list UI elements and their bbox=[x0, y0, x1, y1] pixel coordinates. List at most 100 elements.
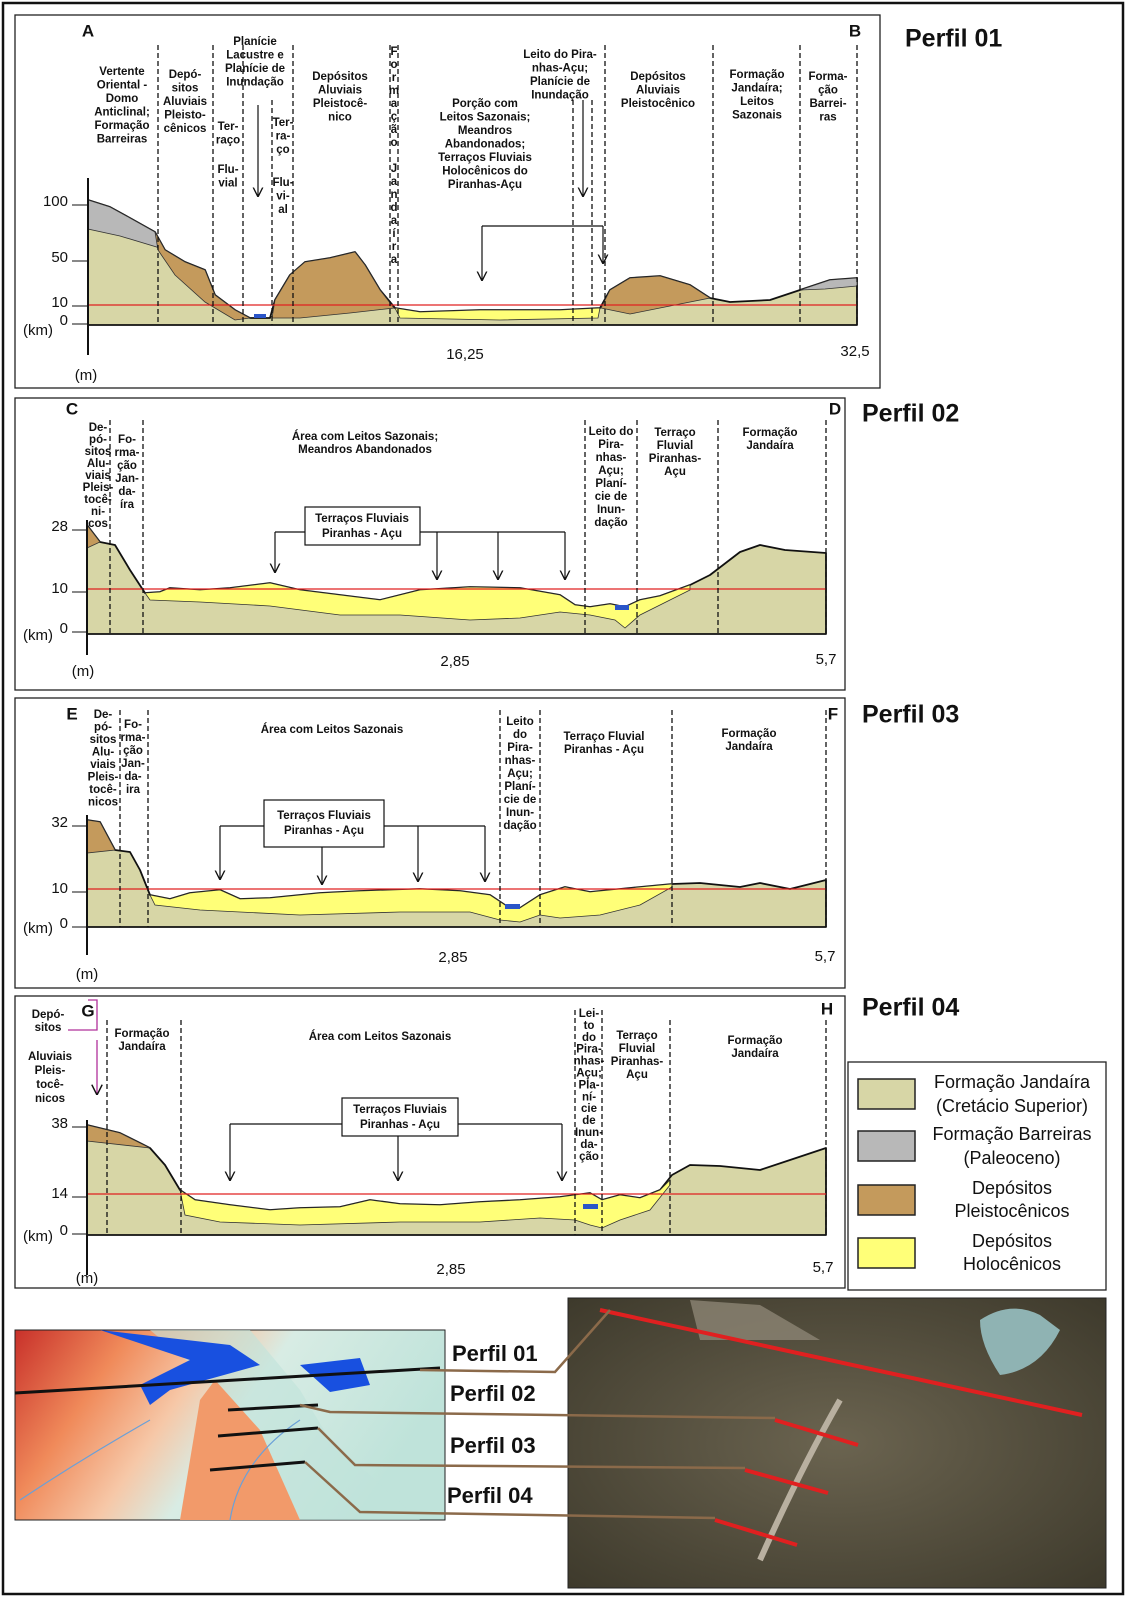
unit-label: nhas-Açu; bbox=[532, 63, 588, 75]
unit-label: Ter- bbox=[273, 117, 294, 129]
unit-label: Alu- bbox=[87, 458, 110, 470]
unit-label: dação bbox=[503, 820, 536, 832]
x-tick-label: 5,7 bbox=[815, 948, 836, 965]
y-tick-label: 32 bbox=[51, 814, 68, 831]
profile-end-label: C bbox=[66, 399, 78, 418]
unit-label: Açu; bbox=[576, 1068, 602, 1080]
map-profile-label: Perfil 01 bbox=[452, 1341, 538, 1366]
unit-label: De- bbox=[94, 709, 113, 721]
page: Perfil 01AB10050100(km)(m)16,2532,5Verte… bbox=[0, 0, 1127, 1598]
unit-label: de bbox=[582, 1115, 595, 1127]
unit-label: Meandros bbox=[458, 125, 512, 137]
unit-label: Terraços Fluviais bbox=[353, 1104, 447, 1116]
unit-label: Pleis- bbox=[83, 482, 114, 494]
unit-label: Leitos bbox=[740, 96, 774, 108]
profile-2-section bbox=[87, 420, 826, 655]
unit-label: Planície bbox=[233, 36, 276, 48]
y-tick-label: 38 bbox=[51, 1115, 68, 1132]
legend-label: Depósitos bbox=[972, 1178, 1052, 1198]
unit-label: Planície de bbox=[225, 63, 285, 75]
unit-label: do bbox=[582, 1032, 596, 1044]
unit-label: raço bbox=[216, 135, 240, 147]
unit-label: Barrei- bbox=[809, 98, 846, 110]
unit-label: do bbox=[513, 729, 527, 741]
unit-label: ção bbox=[579, 1151, 599, 1163]
unit-label: Vertente bbox=[99, 66, 144, 78]
unit-label: da- bbox=[118, 486, 135, 498]
unit-label: Terraços Fluviais bbox=[438, 152, 532, 164]
unit-label: tocê- bbox=[89, 784, 117, 796]
unit-label: vi- bbox=[276, 191, 290, 203]
unit-label: tocê- bbox=[84, 494, 112, 506]
unit-label: Lei- bbox=[579, 1008, 600, 1020]
profile-end-label: G bbox=[81, 1001, 94, 1020]
unit-label: sitos bbox=[172, 83, 199, 95]
unit-label: cênicos bbox=[164, 123, 207, 135]
unit-label: Jan- bbox=[115, 473, 139, 485]
unit-label: Fluvial bbox=[619, 1043, 655, 1055]
unit-label: ra- bbox=[276, 131, 291, 143]
y-tick-label: 0 bbox=[60, 312, 68, 329]
y-unit: (km) bbox=[23, 627, 53, 644]
unit-label: Pleis- bbox=[35, 1065, 66, 1077]
unit-label: Aluviais bbox=[163, 96, 207, 108]
y-unit: (km) bbox=[23, 1228, 53, 1245]
legend-label: Formação Jandaíra bbox=[934, 1072, 1091, 1092]
unit-label: Depó- bbox=[32, 1009, 65, 1021]
unit-label: Alu- bbox=[92, 747, 115, 759]
unit-label: Açu; bbox=[507, 768, 533, 780]
unit-label: Depósitos bbox=[630, 71, 686, 83]
unit-label: Área com Leitos Sazonais; bbox=[292, 430, 438, 443]
y-tick-label: 28 bbox=[51, 518, 68, 535]
unit-label: Pira- bbox=[507, 742, 533, 754]
unit-label: Piranhas - Açu bbox=[564, 744, 644, 756]
x-tick-label: 2,85 bbox=[440, 653, 469, 670]
unit-label: Pira- bbox=[598, 439, 624, 451]
unit-label: Inun- bbox=[575, 1127, 603, 1139]
map-profile-label: Perfil 03 bbox=[450, 1433, 536, 1458]
legend-label: (Cretácio Superior) bbox=[936, 1096, 1088, 1116]
unit-label: Ter- bbox=[218, 121, 239, 133]
y-tick-label: 10 bbox=[51, 580, 68, 597]
unit-label: tocê- bbox=[36, 1079, 64, 1091]
unit-label: Fluvial bbox=[657, 440, 693, 452]
unit-label: rma- bbox=[115, 447, 140, 459]
y-tick-label: 0 bbox=[60, 620, 68, 637]
profile-3-section bbox=[87, 710, 826, 955]
unit-label: nhas- bbox=[574, 1056, 605, 1068]
unit-label: Piranhas-Açu bbox=[448, 179, 522, 191]
unit-label: ní- bbox=[582, 1091, 596, 1103]
x-tick-label: 16,25 bbox=[446, 346, 484, 363]
profile-title: Perfil 04 bbox=[862, 994, 959, 1022]
profile-end-label: F bbox=[828, 704, 838, 723]
x-unit: (m) bbox=[75, 367, 98, 384]
unit-label: Planí- bbox=[595, 478, 626, 490]
satellite-map bbox=[568, 1298, 1106, 1588]
unit-label: dação bbox=[594, 517, 627, 529]
unit-label: Flu- bbox=[272, 177, 293, 189]
legend-label: Formação Barreiras bbox=[932, 1124, 1091, 1144]
unit-label: Pleisto- bbox=[164, 110, 206, 122]
unit-label: nhas- bbox=[505, 755, 536, 767]
unit-label: rma- bbox=[121, 732, 146, 744]
profile-end-label: E bbox=[66, 704, 77, 723]
x-tick-label: 2,85 bbox=[438, 949, 467, 966]
unit-label: Forma- bbox=[809, 71, 848, 83]
unit-label: Inun- bbox=[597, 504, 625, 516]
unit-label: Anticlinal; bbox=[94, 107, 150, 119]
unit-label: Formação bbox=[743, 427, 798, 439]
unit-label: Porção com bbox=[452, 98, 518, 110]
unit-label: viais bbox=[85, 470, 111, 482]
y-tick-label: 10 bbox=[51, 880, 68, 897]
unit-label: Jandaíra bbox=[731, 1048, 779, 1060]
unit-label: Terraço bbox=[654, 427, 695, 439]
unit-label: Jandaíra bbox=[118, 1041, 166, 1053]
legend-label: Holocênicos bbox=[963, 1254, 1061, 1274]
unit-label: sitos bbox=[35, 1022, 62, 1034]
unit-label: Abandonados; bbox=[445, 139, 526, 151]
unit-label: Leito do bbox=[589, 426, 634, 438]
unit-label: ni- bbox=[91, 506, 105, 518]
x-unit: (m) bbox=[72, 663, 95, 680]
unit-label: al bbox=[278, 204, 288, 216]
y-tick-label: 0 bbox=[60, 915, 68, 932]
